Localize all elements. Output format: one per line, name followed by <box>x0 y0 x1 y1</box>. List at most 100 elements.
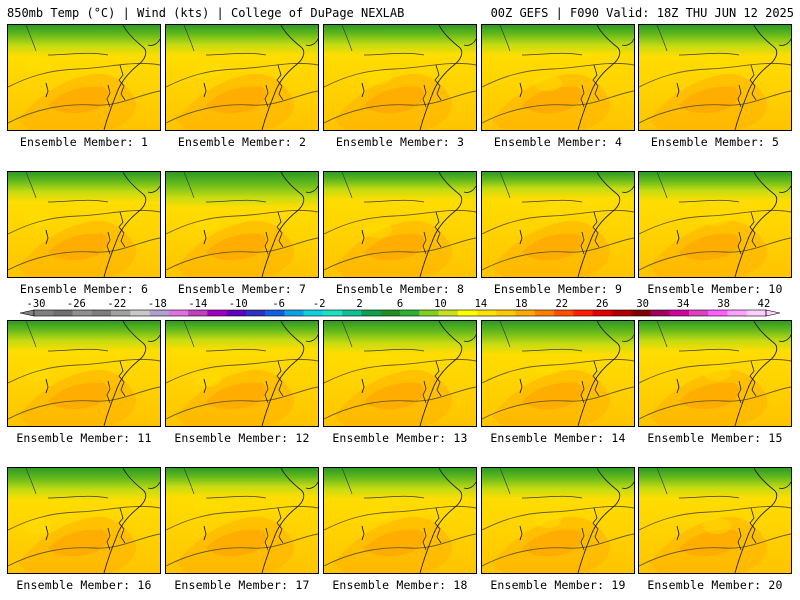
ensemble-map-panel <box>323 171 477 278</box>
ensemble-map-panel <box>323 467 477 574</box>
model-valid-time: 00Z GEFS | F090 Valid: 18Z THU JUN 12 20… <box>490 6 794 20</box>
colorbar-segment <box>168 310 189 316</box>
ensemble-map-panel <box>7 467 161 574</box>
ensemble-member-label: Ensemble Member: 2 <box>177 135 307 149</box>
ensemble-map-panel <box>638 24 792 131</box>
colorbar-tick-label: -14 <box>188 298 208 310</box>
colorbar-segment <box>303 310 324 316</box>
colorbar-segment <box>91 310 112 316</box>
ensemble-map-panel <box>7 24 161 131</box>
ensemble-member-label: Ensemble Member: 15 <box>647 431 783 445</box>
colorbar-tick-label: 22 <box>555 298 569 310</box>
ensemble-map-panel <box>638 467 792 574</box>
colorbar-segment <box>245 310 266 316</box>
ensemble-member-label: Ensemble Member: 13 <box>332 431 468 445</box>
ensemble-map-panel <box>481 24 635 131</box>
colorbar-segment <box>380 310 401 316</box>
colorbar-tick-label: -2 <box>312 298 326 310</box>
ensemble-member-label: Ensemble Member: 4 <box>493 135 623 149</box>
colorbar-segment <box>611 310 632 316</box>
ensemble-member-label: Ensemble Member: 7 <box>177 282 307 296</box>
chart-title: 850mb Temp (°C) | Wind (kts) | College o… <box>7 6 405 20</box>
ensemble-map-panel <box>323 24 477 131</box>
colorbar-segment <box>650 310 670 316</box>
ensemble-member-label: Ensemble Member: 11 <box>16 431 152 445</box>
colorbar-segment <box>573 310 593 316</box>
colorbar-segment <box>688 310 709 316</box>
colorbar-segment <box>361 310 382 316</box>
colorbar-segment <box>457 310 478 316</box>
colorbar-segment <box>727 310 748 316</box>
ensemble-map-panel <box>7 320 161 427</box>
colorbar-segment <box>419 310 439 316</box>
colorbar-tick-label: 38 <box>717 298 730 310</box>
ensemble-map-panel <box>165 320 319 427</box>
colorbar-segment <box>515 310 536 316</box>
colorbar-segment <box>226 310 247 316</box>
ensemble-member-label: Ensemble Member: 8 <box>335 282 465 296</box>
colorbar-tick-label: 10 <box>434 298 447 310</box>
colorbar-tick-label: 42 <box>757 298 771 310</box>
ensemble-member-label: Ensemble Member: 5 <box>650 135 780 149</box>
ensemble-map-panel <box>481 171 635 278</box>
ensemble-map-panel <box>638 171 792 278</box>
ensemble-member-label: Ensemble Member: 12 <box>174 431 310 445</box>
colorbar-outline <box>33 309 767 317</box>
colorbar-segment <box>438 310 459 316</box>
colorbar-segment <box>708 310 728 316</box>
colorbar-tick-label: -18 <box>147 298 167 310</box>
colorbar-tick-label: 18 <box>514 298 528 310</box>
colorbar-segment <box>400 310 420 316</box>
colorbar-tick-label: 14 <box>474 298 488 310</box>
colorbar-segment <box>111 310 131 316</box>
colorbar-segment <box>631 310 651 316</box>
colorbar-segment <box>34 310 54 316</box>
colorbar-tick-label: -6 <box>272 298 286 310</box>
colorbar-segment <box>746 310 767 316</box>
colorbar-segment <box>534 310 555 316</box>
colorbar-segment <box>477 310 497 316</box>
ensemble-map-panel <box>7 171 161 278</box>
ensemble-member-label: Ensemble Member: 19 <box>490 578 626 592</box>
colorbar-tick-label: -22 <box>107 298 127 310</box>
ensemble-map-panel <box>481 467 635 574</box>
ensemble-member-label: Ensemble Member: 3 <box>335 135 465 149</box>
ensemble-member-label: Ensemble Member: 16 <box>16 578 152 592</box>
colorbar-tick-label: 26 <box>595 298 609 310</box>
colorbar-segment <box>284 310 304 316</box>
ensemble-map-panel <box>638 320 792 427</box>
colorbar-segment <box>207 310 227 316</box>
colorbar-segment <box>149 310 170 316</box>
colorbar-tick-label: -26 <box>66 298 86 310</box>
colorbar-segment <box>496 310 516 316</box>
ensemble-map-panel <box>165 24 319 131</box>
colorbar-min-arrow <box>19 309 35 317</box>
colorbar-tick-label: 30 <box>636 298 650 310</box>
ensemble-member-label: Ensemble Member: 18 <box>332 578 468 592</box>
colorbar-max-arrow <box>765 309 781 317</box>
colorbar-tick-label: -10 <box>228 298 248 310</box>
colorbar-segment <box>53 310 73 316</box>
temperature-colorbar <box>19 309 781 317</box>
colorbar-tick-label: 2 <box>356 298 363 310</box>
colorbar-tick-label: -30 <box>26 298 46 310</box>
colorbar-tick-label: 34 <box>676 298 690 310</box>
colorbar-segment <box>188 310 208 316</box>
colorbar-segment <box>322 310 343 316</box>
colorbar-segment <box>72 310 93 316</box>
ensemble-member-label: Ensemble Member: 20 <box>647 578 783 592</box>
ensemble-member-label: Ensemble Member: 14 <box>490 431 626 445</box>
ensemble-member-label: Ensemble Member: 9 <box>493 282 623 296</box>
colorbar-segment <box>554 310 574 316</box>
colorbar-segment <box>265 310 285 316</box>
colorbar-segment <box>592 310 613 316</box>
ensemble-member-label: Ensemble Member: 1 <box>19 135 149 149</box>
ensemble-member-label: Ensemble Member: 17 <box>174 578 310 592</box>
colorbar-segment <box>342 310 362 316</box>
colorbar-tick-label: 6 <box>396 298 404 310</box>
ensemble-map-panel <box>165 171 319 278</box>
ensemble-map-panel <box>165 467 319 574</box>
ensemble-map-panel <box>481 320 635 427</box>
ensemble-map-panel <box>323 320 477 427</box>
colorbar-segment <box>669 310 690 316</box>
